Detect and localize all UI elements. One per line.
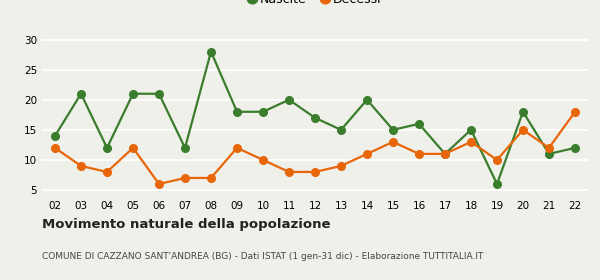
Nascite — [286, 98, 293, 101]
Nascite — [259, 110, 266, 113]
Nascite — [52, 134, 59, 137]
Text: COMUNE DI CAZZANO SANT'ANDREA (BG) - Dati ISTAT (1 gen-31 dic) - Elaborazione TU: COMUNE DI CAZZANO SANT'ANDREA (BG) - Dat… — [42, 252, 484, 261]
Decessi — [493, 158, 500, 162]
Nascite — [233, 110, 241, 113]
Nascite — [364, 98, 371, 101]
Decessi — [259, 158, 266, 162]
Line: Nascite: Nascite — [51, 48, 579, 188]
Nascite — [155, 92, 163, 95]
Nascite — [467, 128, 475, 132]
Decessi — [389, 140, 397, 144]
Nascite — [389, 128, 397, 132]
Decessi — [77, 164, 85, 168]
Decessi — [364, 152, 371, 156]
Decessi — [337, 164, 344, 168]
Nascite — [77, 92, 85, 95]
Decessi — [415, 152, 422, 156]
Nascite — [571, 146, 578, 150]
Legend: Nascite, Decessi: Nascite, Decessi — [244, 0, 386, 11]
Decessi — [233, 146, 241, 150]
Decessi — [208, 176, 215, 180]
Nascite — [103, 146, 110, 150]
Decessi — [130, 146, 137, 150]
Decessi — [520, 128, 527, 132]
Nascite — [181, 146, 188, 150]
Nascite — [545, 152, 553, 156]
Decessi — [286, 170, 293, 174]
Decessi — [52, 146, 59, 150]
Nascite — [442, 152, 449, 156]
Decessi — [545, 146, 553, 150]
Decessi — [103, 170, 110, 174]
Decessi — [155, 182, 163, 186]
Nascite — [337, 128, 344, 132]
Decessi — [311, 170, 319, 174]
Nascite — [520, 110, 527, 113]
Line: Decessi: Decessi — [51, 108, 579, 188]
Decessi — [442, 152, 449, 156]
Nascite — [130, 92, 137, 95]
Nascite — [493, 182, 500, 186]
Text: Movimento naturale della popolazione: Movimento naturale della popolazione — [42, 218, 331, 231]
Nascite — [415, 122, 422, 125]
Nascite — [311, 116, 319, 120]
Decessi — [181, 176, 188, 180]
Decessi — [571, 110, 578, 113]
Decessi — [467, 140, 475, 144]
Nascite — [208, 50, 215, 53]
